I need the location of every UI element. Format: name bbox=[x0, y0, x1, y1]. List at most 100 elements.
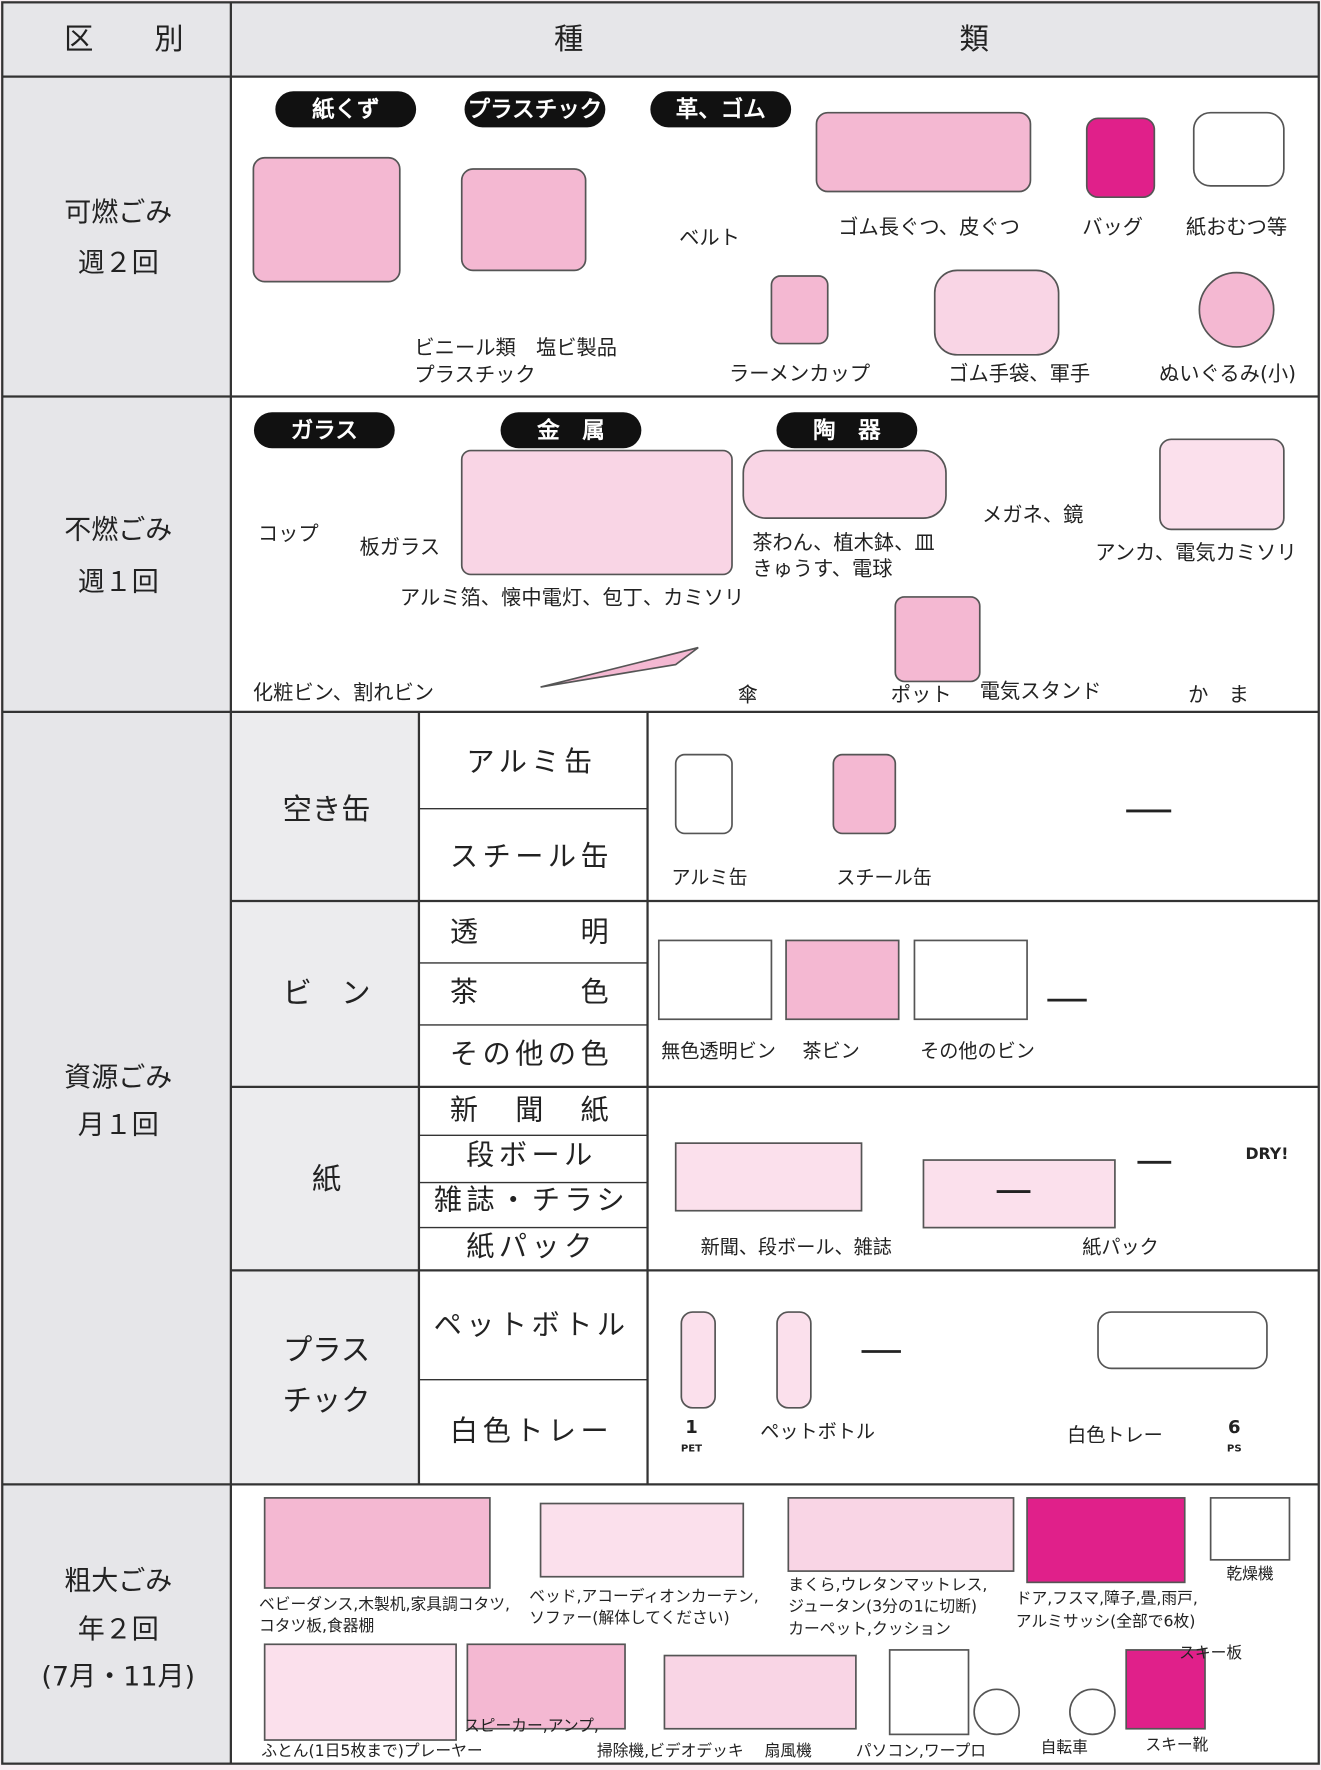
kind: ペットボトル bbox=[434, 1309, 630, 1342]
illus bbox=[1085, 117, 1156, 199]
illus bbox=[460, 168, 587, 272]
header-bg bbox=[2, 2, 1319, 77]
item: ふとん(1日5枚まで)プレーヤー bbox=[261, 1741, 482, 1760]
item: 自転車 bbox=[1041, 1737, 1088, 1756]
illus bbox=[1192, 111, 1285, 187]
illus bbox=[770, 275, 829, 345]
item: か ま bbox=[1188, 683, 1249, 707]
tag-bg bbox=[275, 91, 417, 128]
kind: 雑誌・チラシ bbox=[434, 1184, 629, 1217]
tag: ガラス bbox=[291, 418, 358, 444]
item: 化粧ビン、割れビン bbox=[253, 680, 434, 704]
kind: 紙パック bbox=[466, 1230, 597, 1263]
item: パソコン,ワープロ bbox=[856, 1741, 986, 1760]
tag: 金 属 bbox=[536, 417, 605, 444]
item: ゴム長ぐつ、皮ぐつ bbox=[838, 215, 1020, 239]
illus bbox=[832, 753, 897, 835]
category: 資源ごみ bbox=[64, 1062, 172, 1093]
illus bbox=[785, 939, 900, 1021]
item: カーペット,クッション bbox=[788, 1619, 951, 1638]
kind: 茶 色 bbox=[450, 975, 613, 1008]
item: 電気スタンド bbox=[980, 679, 1102, 703]
symbol: PS bbox=[1227, 1443, 1242, 1454]
kind: 新 聞 紙 bbox=[450, 1094, 613, 1127]
item: ベルト bbox=[679, 225, 740, 249]
item: 扇風機 bbox=[765, 1741, 812, 1760]
category: 週１回 bbox=[78, 567, 159, 598]
tag-bg bbox=[650, 91, 792, 128]
illus bbox=[742, 449, 947, 519]
caption: 新聞、段ボール、雑誌 bbox=[701, 1235, 892, 1258]
item: アンカ、電気カミソリ bbox=[1095, 541, 1296, 565]
illus bbox=[787, 1497, 1015, 1572]
symbol: DRY! bbox=[1245, 1144, 1288, 1163]
kind: アルミ缶 bbox=[466, 746, 596, 779]
illus bbox=[1209, 1497, 1291, 1561]
symbol: 6 bbox=[1228, 1417, 1241, 1438]
tag: 陶 器 bbox=[813, 417, 881, 444]
tag-bg bbox=[253, 412, 395, 449]
illus bbox=[1026, 1497, 1186, 1584]
illus bbox=[540, 646, 699, 688]
item: コタツ板,食器棚 bbox=[259, 1616, 374, 1635]
item: ベビーダンス,木製机,家具調コタツ, bbox=[259, 1594, 510, 1613]
illus bbox=[1069, 1688, 1116, 1736]
item: メガネ、鏡 bbox=[982, 502, 1083, 526]
category: 週２回 bbox=[78, 248, 159, 279]
item: ビニール類 塩ビ製品 bbox=[414, 336, 617, 360]
label-column bbox=[2, 76, 231, 1764]
item: スキー靴 bbox=[1145, 1735, 1208, 1754]
group-name: 空き缶 bbox=[283, 792, 371, 826]
tag: 革、ゴム bbox=[676, 96, 766, 123]
item: 茶わん、植木鉢、皿 bbox=[752, 531, 934, 555]
item: スキー板 bbox=[1179, 1643, 1242, 1662]
caption: 無色透明ビン bbox=[661, 1039, 776, 1062]
category: 粗大ごみ bbox=[64, 1566, 172, 1597]
illus bbox=[252, 156, 401, 283]
symbol: 1 bbox=[685, 1417, 698, 1438]
group-name: プラス bbox=[283, 1333, 370, 1367]
illus bbox=[1159, 438, 1285, 531]
kind: その他の色 bbox=[450, 1037, 613, 1070]
caption: その他のビン bbox=[920, 1039, 1035, 1062]
item: 掃除機,ビデオデッキ bbox=[597, 1741, 744, 1760]
symbol: PET bbox=[681, 1443, 702, 1454]
item: バッグ bbox=[1082, 215, 1143, 239]
item: まくら,ウレタンマットレス, bbox=[788, 1575, 987, 1594]
item: きゅうす、電球 bbox=[752, 556, 892, 580]
group-name: チック bbox=[283, 1384, 371, 1418]
illustrations bbox=[252, 111, 1291, 1741]
illus bbox=[663, 1654, 857, 1730]
item: ソファー(解体してください) bbox=[529, 1608, 729, 1627]
illus bbox=[263, 1497, 491, 1589]
illus bbox=[815, 111, 1032, 193]
illus bbox=[776, 1311, 812, 1409]
item: 板ガラス bbox=[359, 535, 440, 559]
arrows bbox=[861, 809, 1172, 1353]
illus bbox=[674, 753, 733, 835]
item: ドア,フスマ,障子,畳,雨戸, bbox=[1016, 1589, 1198, 1608]
illus bbox=[1125, 1649, 1206, 1730]
caption: ペットボトル bbox=[760, 1420, 875, 1443]
item: プラスチック bbox=[414, 363, 535, 387]
illus bbox=[913, 939, 1028, 1021]
illus bbox=[466, 1643, 626, 1730]
illus bbox=[674, 1142, 863, 1212]
illus bbox=[657, 939, 773, 1021]
caption: スチール缶 bbox=[836, 866, 932, 889]
category: 年２回 bbox=[78, 1614, 159, 1645]
item: 乾燥機 bbox=[1226, 1564, 1273, 1583]
item: ベッド,アコーディオンカーテン, bbox=[529, 1586, 758, 1605]
item: アルミサッシ(全部で6枚) bbox=[1016, 1611, 1196, 1630]
kind: 透 明 bbox=[450, 916, 613, 949]
illus bbox=[894, 596, 981, 683]
item: 傘 bbox=[738, 683, 758, 707]
item: スピーカー,アンプ, bbox=[464, 1716, 599, 1735]
illus bbox=[888, 1649, 970, 1736]
category: 不燃ごみ bbox=[64, 515, 172, 546]
item: アルミ箔、懐中電灯、包丁、カミソリ bbox=[400, 586, 744, 610]
